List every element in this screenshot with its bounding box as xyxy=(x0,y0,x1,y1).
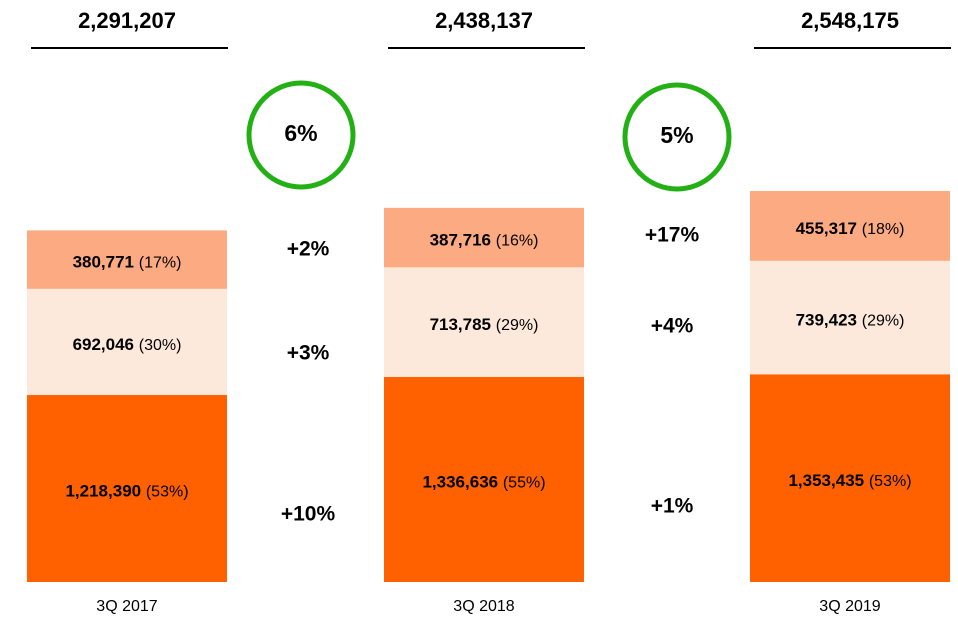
segment-label: 692,046 (30%) xyxy=(73,335,182,354)
segment-share: (30%) xyxy=(139,337,182,354)
bar-segment xyxy=(384,267,584,377)
bar-segment xyxy=(27,288,227,396)
segment-label: 713,785 (29%) xyxy=(430,316,539,335)
segment-value: 739,423 xyxy=(796,311,857,330)
segment-share: (29%) xyxy=(862,313,905,330)
segment-share: (55%) xyxy=(503,475,546,492)
growth-label: +3% xyxy=(287,342,330,365)
segment-value: 387,716 xyxy=(430,231,491,250)
total-growth-label: 6% xyxy=(284,120,317,146)
segment-value: 1,353,435 xyxy=(788,472,864,491)
bar-segment xyxy=(750,374,950,582)
growth-label: +10% xyxy=(281,503,336,526)
segment-value: 380,771 xyxy=(73,253,134,272)
growth-label: +4% xyxy=(651,315,694,338)
segment-value: 1,218,390 xyxy=(65,482,141,501)
segment-label: 1,218,390 (53%) xyxy=(65,482,188,501)
bar-segment xyxy=(27,230,227,289)
segment-label: 739,423 (29%) xyxy=(796,311,905,330)
segment-share: (29%) xyxy=(496,317,539,334)
growth-label: +17% xyxy=(645,224,700,247)
segment-label: 380,771 (17%) xyxy=(73,253,182,272)
total-label: 2,438,137 xyxy=(435,8,533,33)
total-label: 2,291,207 xyxy=(78,8,176,33)
growth-circle xyxy=(622,82,732,192)
segment-share: (53%) xyxy=(146,484,189,501)
segment-value: 692,046 xyxy=(73,335,134,354)
total-label: 2,548,175 xyxy=(801,8,899,33)
segment-label: 1,336,636 (55%) xyxy=(422,473,545,492)
segment-share: (53%) xyxy=(869,473,912,490)
growth-circle xyxy=(246,80,356,190)
segment-value: 455,317 xyxy=(796,219,857,238)
segment-label: 387,716 (16%) xyxy=(430,231,539,250)
total-growth-label: 5% xyxy=(660,122,693,148)
segment-share: (18%) xyxy=(862,221,905,238)
growth-label: +2% xyxy=(287,238,330,261)
growth-label: +1% xyxy=(651,495,694,518)
segment-label: 1,353,435 (53%) xyxy=(788,472,911,491)
bar-segment xyxy=(384,376,584,582)
bar-segment xyxy=(27,395,227,582)
bar-segment xyxy=(750,260,950,375)
bar-segment xyxy=(750,190,950,261)
category-label: 3Q 2017 xyxy=(96,598,157,615)
bar-segment xyxy=(384,207,584,268)
segment-value: 1,336,636 xyxy=(422,473,498,492)
category-label: 3Q 2019 xyxy=(819,598,880,615)
category-label: 3Q 2018 xyxy=(453,598,514,615)
segment-share: (16%) xyxy=(496,233,539,250)
segment-value: 713,785 xyxy=(430,316,491,335)
segment-label: 455,317 (18%) xyxy=(796,219,905,238)
segment-share: (17%) xyxy=(139,255,182,272)
